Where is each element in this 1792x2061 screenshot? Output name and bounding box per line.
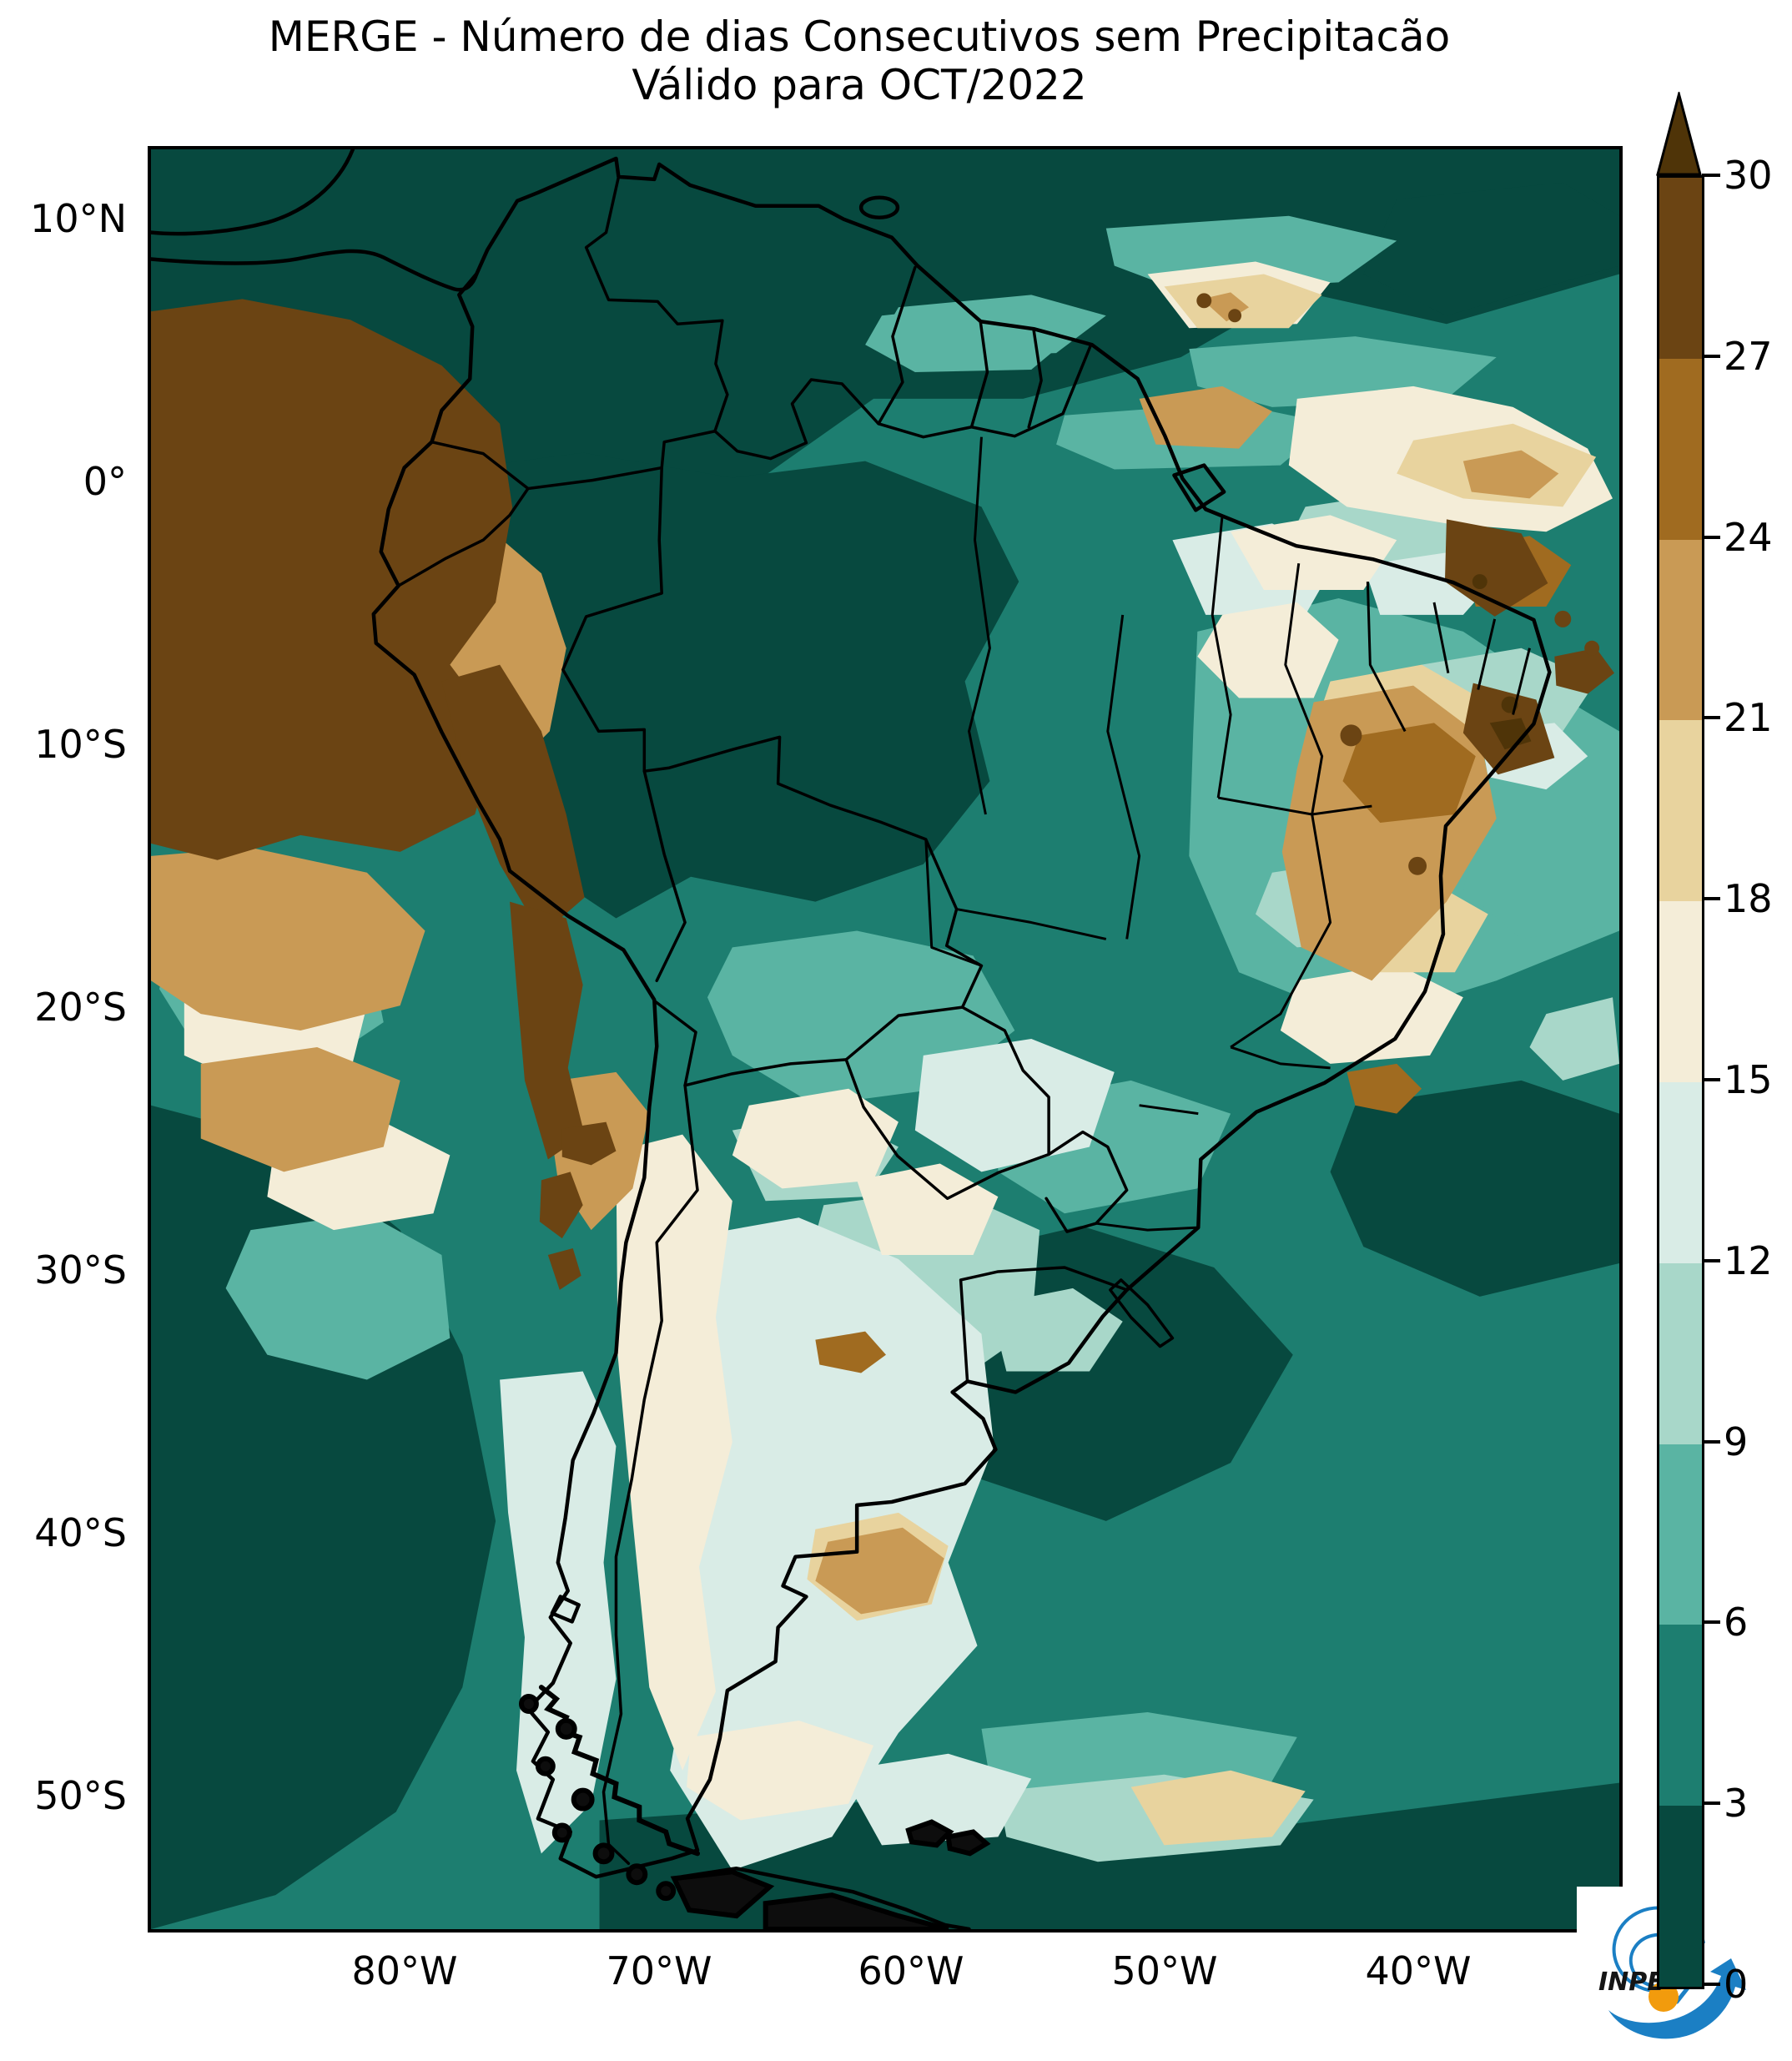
colorbar-label-24: 24 <box>1724 515 1773 560</box>
fjords-detail <box>518 1685 991 1929</box>
lon-tick-60w: 60°W <box>858 1948 964 1993</box>
state-borders <box>924 436 1531 1232</box>
inpe-orange-dot-icon <box>1649 1982 1679 2012</box>
colorbar-segment-6-9 <box>1659 1444 1702 1625</box>
lat-tick-10n: 10°N <box>30 196 127 241</box>
colorbar-tickmark-0 <box>1702 1983 1720 1986</box>
lon-tick-70w: 70°W <box>606 1948 712 1993</box>
colorbar-label-0: 0 <box>1724 1962 1749 2007</box>
colorbar-segment-18-21 <box>1659 719 1702 902</box>
map-canvas <box>151 149 1619 1929</box>
colorbar-tickmark-27 <box>1702 355 1720 358</box>
inpe-logo-text: INPE <box>1598 1968 1664 1997</box>
colorbar-tickmark-3 <box>1702 1801 1720 1805</box>
map-panel: INPE <box>148 146 1754 2061</box>
lat-tick-30s: 30°S <box>34 1247 127 1293</box>
figure-title-line2: Válido para OCT/2022 <box>632 61 1087 109</box>
colorbar-tickmark-15 <box>1702 1078 1720 1081</box>
figure-title-line1: MERGE - Número de dias Consecutivos sem … <box>268 13 1451 61</box>
colorbar-label-21: 21 <box>1724 695 1773 740</box>
colorbar-tickmark-30 <box>1702 174 1720 177</box>
colorbar-segment-27-30 <box>1659 177 1702 359</box>
colorbar-segment-12-15 <box>1659 1081 1702 1263</box>
colorbar <box>1657 175 1704 1989</box>
colorbar-tickmark-24 <box>1702 536 1720 539</box>
lon-tick-50w: 50°W <box>1111 1948 1218 1993</box>
country-borders <box>396 175 1129 1866</box>
colorbar-label-30: 30 <box>1724 153 1773 198</box>
colorbar-segment-0-3 <box>1659 1805 1702 1987</box>
lat-tick-0: 0° <box>83 459 127 504</box>
colorbar-label-15: 15 <box>1724 1057 1773 1102</box>
colorbar-tickmark-18 <box>1702 897 1720 900</box>
lat-tick-10s: 10°S <box>34 722 127 767</box>
colorbar-label-27: 27 <box>1724 334 1773 379</box>
colorbar-label-12: 12 <box>1724 1238 1773 1283</box>
colorbar-label-18: 18 <box>1724 876 1773 921</box>
coastline <box>151 149 1552 1929</box>
colorbar-tickmark-21 <box>1702 716 1720 719</box>
lat-tick-20s: 20°S <box>34 985 127 1030</box>
colorbar-tickmark-6 <box>1702 1620 1720 1624</box>
colorbar-label-6: 6 <box>1724 1600 1749 1645</box>
map-raster-field <box>151 149 1619 1929</box>
colorbar-tickmark-9 <box>1702 1440 1720 1444</box>
colorbar-segment-21-24 <box>1659 539 1702 721</box>
colorbar-tickmark-12 <box>1702 1259 1720 1262</box>
colorbar-extend-arrow <box>1656 92 1702 176</box>
colorbar-segment-9-12 <box>1659 1262 1702 1444</box>
colorbar-segment-24-27 <box>1659 358 1702 540</box>
lon-tick-40w: 40°W <box>1365 1948 1472 1993</box>
colorbar-label-3: 3 <box>1724 1781 1749 1826</box>
colorbar-label-9: 9 <box>1724 1419 1749 1464</box>
lat-tick-40s: 40°S <box>34 1510 127 1555</box>
colorbar-segment-15-18 <box>1659 900 1702 1082</box>
lat-tick-50s: 50°S <box>34 1773 127 1818</box>
lon-tick-80w: 80°W <box>351 1948 458 1993</box>
colorbar-segment-3-6 <box>1659 1624 1702 1807</box>
